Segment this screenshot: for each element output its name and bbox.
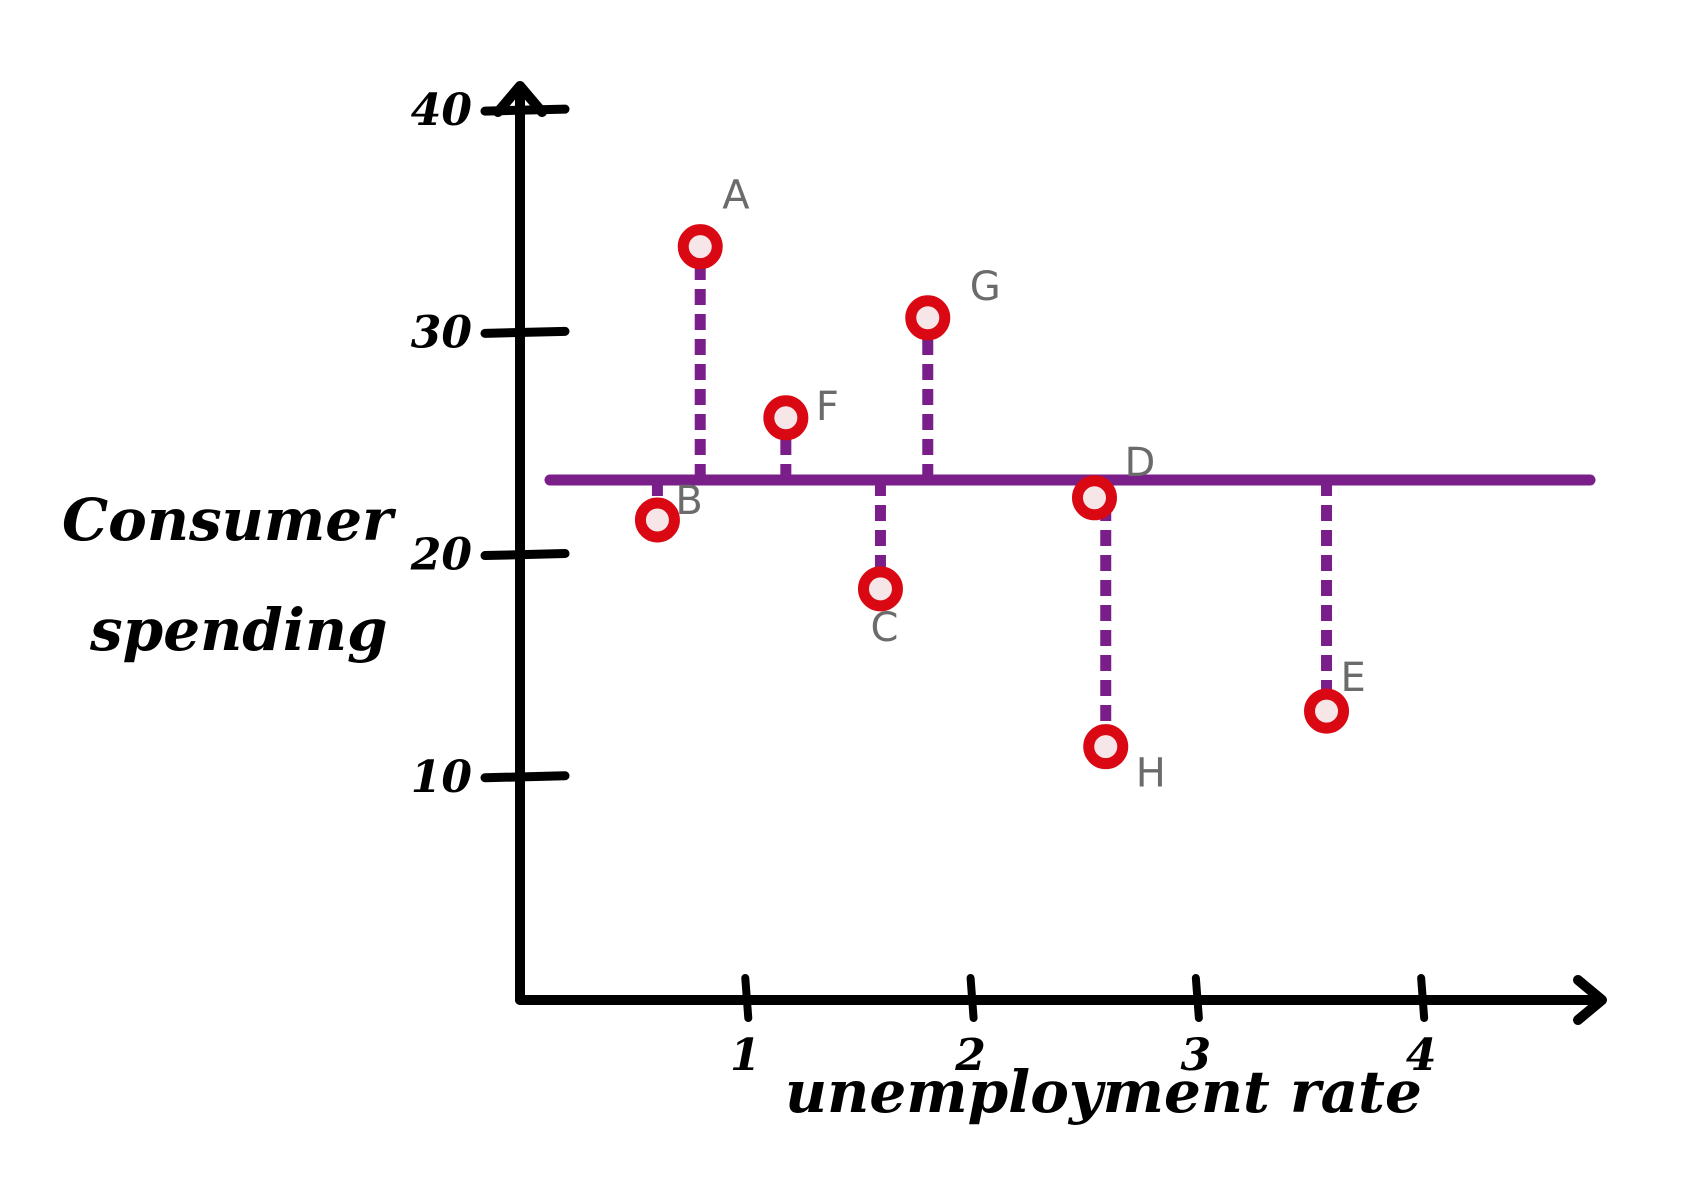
point-label-C: C bbox=[870, 605, 898, 651]
point-A bbox=[677, 224, 723, 270]
x-tick-4 bbox=[1417, 974, 1429, 1022]
x-tick-2 bbox=[966, 974, 978, 1022]
y-tick-40 bbox=[480, 104, 570, 116]
point-B bbox=[634, 497, 680, 543]
point-H bbox=[1083, 724, 1129, 770]
x-ticks: 1 2 3 4 bbox=[730, 974, 1437, 1081]
x-axis-label: unemployment rate bbox=[785, 1058, 1422, 1126]
data-points: A B F C G D H E bbox=[634, 173, 1366, 797]
y-axis-arrowhead bbox=[493, 81, 547, 117]
point-label-B: B bbox=[675, 478, 702, 524]
axes bbox=[493, 81, 1607, 1025]
x-axis-arrowhead bbox=[1573, 975, 1607, 1025]
x-tick-3 bbox=[1191, 974, 1203, 1022]
point-F bbox=[763, 395, 809, 441]
x-tick-label-3: 3 bbox=[1181, 1030, 1212, 1081]
x-tick-1 bbox=[741, 974, 753, 1022]
point-label-E: E bbox=[1341, 655, 1366, 701]
x-tick-label-4: 4 bbox=[1406, 1030, 1437, 1081]
x-tick-label-2: 2 bbox=[954, 1030, 986, 1081]
y-tick-10 bbox=[480, 771, 570, 783]
point-C bbox=[857, 566, 903, 612]
point-G bbox=[905, 295, 951, 341]
residual-lines bbox=[651, 246, 1333, 747]
y-ticks: 10 20 30 40 bbox=[410, 85, 570, 803]
point-label-D: D bbox=[1124, 440, 1155, 486]
y-tick-20 bbox=[480, 549, 570, 561]
y-axis-label-line-2: spending bbox=[89, 596, 388, 664]
y-tick-label-20: 20 bbox=[410, 530, 473, 581]
point-label-G: G bbox=[970, 264, 1001, 310]
point-E bbox=[1304, 688, 1350, 734]
point-label-H: H bbox=[1136, 751, 1166, 797]
y-axis-label-line-1: Consumer bbox=[62, 486, 397, 554]
point-D bbox=[1071, 475, 1117, 521]
y-tick-label-30: 30 bbox=[411, 307, 473, 358]
y-tick-label-40: 40 bbox=[411, 85, 473, 136]
x-tick-label-1: 1 bbox=[730, 1030, 761, 1081]
y-tick-30 bbox=[480, 326, 570, 338]
point-label-A: A bbox=[722, 173, 750, 219]
point-label-F: F bbox=[816, 384, 839, 430]
y-tick-label-10: 10 bbox=[411, 752, 473, 803]
